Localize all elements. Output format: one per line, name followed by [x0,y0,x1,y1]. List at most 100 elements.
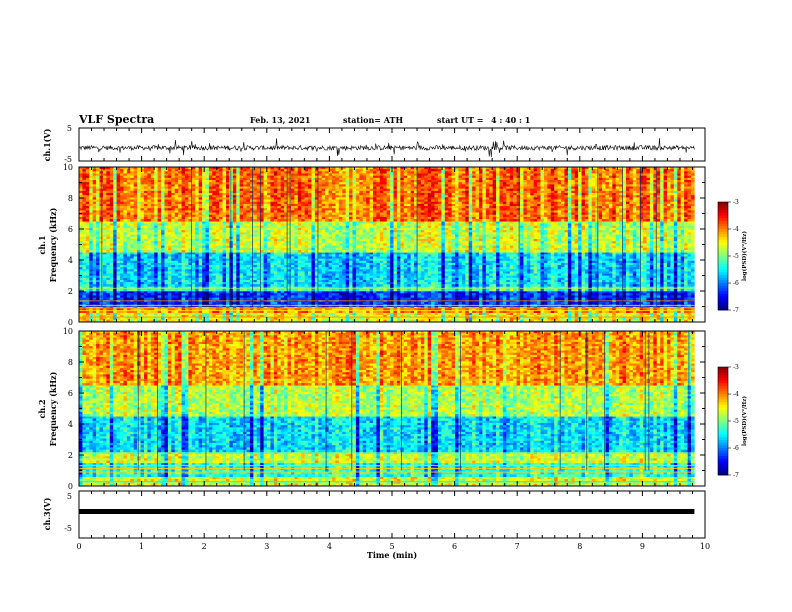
spectrogram-cell [226,265,230,267]
spectrogram-cell [633,257,637,259]
spectrogram-cell [257,291,261,294]
spectrogram-cell [677,274,681,276]
spectrogram-cell [650,252,654,254]
spectrogram-cell [571,293,575,296]
spectrogram-cell [605,317,609,320]
spectrogram-cell [141,311,145,313]
spectrogram-cell [250,274,254,276]
spectrogram-cell [681,295,685,298]
spectrogram-cell [674,271,678,273]
spectrogram-cell [154,289,158,292]
spectrogram-cell [209,291,213,294]
spectrogram-cell [257,269,261,271]
spectrogram-cell [506,265,510,267]
spectrogram-cell [489,271,493,273]
spectrogram-cell [216,311,220,313]
spectrogram-cell [667,254,671,256]
spectrogram-cell [130,252,134,254]
spectrogram-cell [120,254,124,256]
spectrogram-cell [352,271,356,273]
spectrogram-cell [657,311,661,313]
spectrogram-cell [154,313,158,316]
spectrogram-cell [294,289,298,292]
spectrogram-cell [267,298,271,301]
spectrogram-cell [458,263,462,265]
spectrogram-cell [482,267,486,269]
spectrogram-cell [257,254,261,256]
spectrogram-cell [294,307,298,309]
spectrogram-cell [417,307,421,309]
spectrogram-cell [346,307,350,309]
spectrogram-cell [352,295,356,298]
spectrogram-cell [144,291,148,294]
spectrogram-cell [664,263,668,265]
spectrogram-cell [229,252,233,254]
spectrogram-cell [243,269,247,271]
spectrogram-cell [223,259,227,261]
spectrogram-cell [103,271,107,273]
spectrogram-cell [113,271,117,273]
spectrogram-cell [93,291,97,294]
spectrogram-cell [595,313,599,316]
spectrogram-cell [688,252,692,254]
spectrogram-cell [110,317,114,320]
spectrogram-cell [653,313,657,316]
spectrogram-cell [301,274,305,276]
spectrogram-cell [318,302,322,305]
spectrogram-cell [626,261,630,263]
spectrogram-cell [623,259,627,261]
spectrogram-cell [151,261,155,263]
spectrogram-cell [493,313,497,316]
spectrogram-cell [335,313,339,316]
spectrogram-cell [626,259,630,261]
spectrogram-cell [216,252,220,254]
spectrogram-cell [89,307,93,309]
spectrogram-cell [534,261,538,263]
spectrogram-cell [554,302,558,305]
spectrogram-cell [476,307,480,309]
spectrogram-cell [171,295,175,298]
spectrogram-cell [404,254,408,256]
spectrogram-cell [493,291,497,294]
spectrogram-cell [164,298,168,301]
spectrogram-cell [178,313,182,316]
spectrogram-cell [691,295,695,298]
spectrogram-cell [530,267,534,269]
spectrogram-cell [322,307,326,309]
spectrogram-cell [380,271,384,273]
spectrogram-cell [298,293,302,296]
spectrogram-cell [417,257,421,259]
spectrogram-cell [387,317,391,320]
spectrogram-cell [141,257,145,259]
spectrogram-cell [209,269,213,271]
spectrogram-cell [438,257,442,259]
spectrogram-cell [346,261,350,263]
spectrogram-cell [534,252,538,254]
spectrogram-cell [547,302,551,305]
spectrogram-cell [517,257,521,259]
spectrogram-cell [554,265,558,267]
spectrogram-cell [352,289,356,292]
spectrogram-cell [318,254,322,256]
spectrogram-cell [438,307,442,309]
spectrogram-cell [664,293,668,296]
spectrogram-cell [681,274,685,276]
spectrogram-cell [356,311,360,313]
spectrogram-cell [421,307,425,309]
spectrogram-cell [544,263,548,265]
spectrogram-cell [657,289,661,292]
spectrogram-cell [311,311,315,313]
spectrogram-cell [161,317,165,320]
spectrogram-cell [96,302,100,305]
spectrogram-cell [527,295,531,298]
spectrogram-cell [424,302,428,305]
spectrogram-cell [486,261,490,263]
spectrogram-cell [578,271,582,273]
spectrogram-cell [455,307,459,309]
spectrogram-cell [103,254,107,256]
spectrogram-cell [205,271,209,273]
spectrogram-cell [582,295,586,298]
spectrogram-cell [664,261,668,263]
spectrogram-cell [195,293,199,296]
spectrogram-cell [298,317,302,320]
